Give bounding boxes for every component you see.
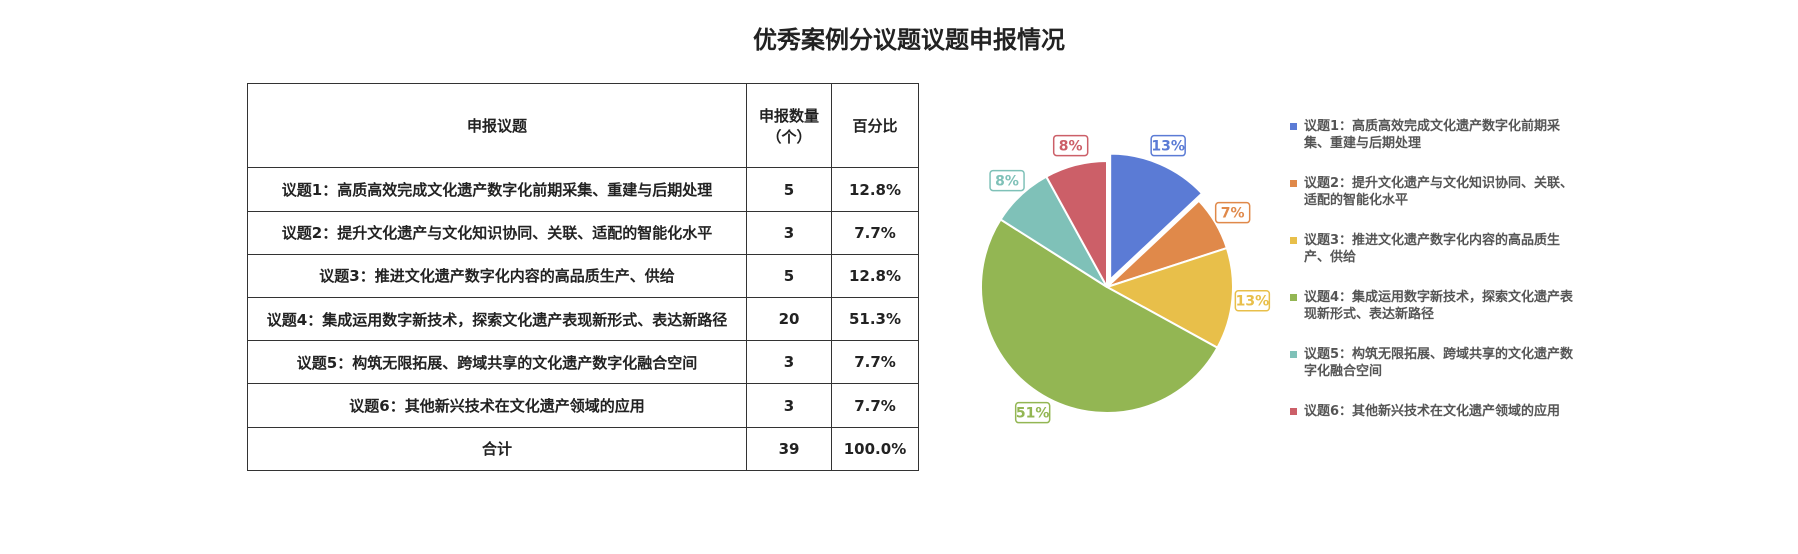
table-cell: 议题4：集成运用数字新技术，探索文化遗产表现新形式、表达新路径 <box>247 297 747 342</box>
table-cell: 20 <box>746 297 832 342</box>
data-label: 7% <box>1221 206 1245 222</box>
table-row: 议题5：构筑无限拓展、跨域共享的文化遗产数字化融合空间 3 7.7% <box>247 340 919 385</box>
table-cell: 100.0% <box>831 426 919 472</box>
legend-label: 议题4：集成运用数字新技术，探索文化遗产表现新形式、表达新路径 <box>1304 290 1574 322</box>
table-row: 合计 39 100.0% <box>247 426 919 472</box>
table-cell: 议题6：其他新兴技术在文化遗产领域的应用 <box>247 383 747 428</box>
table-cell: 合计 <box>247 426 747 472</box>
legend-item: 议题4：集成运用数字新技术，探索文化遗产表现新形式、表达新路径 <box>1290 289 1574 323</box>
pie-slice <box>1104 246 1234 350</box>
legend-item: 议题2：提升文化遗产与文化知识协同、关联、适配的智能化水平 <box>1290 175 1574 209</box>
table-cell: 5 <box>746 253 832 299</box>
table-cell: 议题3：推进文化遗产数字化内容的高品质生产、供给 <box>247 253 747 299</box>
table-cell: 5 <box>746 167 832 212</box>
table-row: 议题3：推进文化遗产数字化内容的高品质生产、供给 5 12.8% <box>247 253 919 299</box>
legend-swatch <box>1290 237 1297 244</box>
table-cell: 议题5：构筑无限拓展、跨域共享的文化遗产数字化融合空间 <box>247 340 747 385</box>
legend-swatch <box>1290 123 1297 130</box>
legend-label: 议题2：提升文化遗产与文化知识协同、关联、适配的智能化水平 <box>1304 176 1574 208</box>
table-cell: 39 <box>746 426 832 472</box>
legend-swatch <box>1290 408 1297 415</box>
legend-label: 议题5：构筑无限拓展、跨域共享的文化遗产数字化融合空间 <box>1304 347 1574 379</box>
label-box <box>1214 201 1251 224</box>
header-cell: 百分比 <box>831 82 919 169</box>
legend-item: 议题3：推进文化遗产数字化内容的高品质生产、供给 <box>1290 232 1574 266</box>
page-title: 优秀案例分议题议题申报情况 <box>753 26 1065 54</box>
table-cell: 3 <box>746 340 832 385</box>
label-box <box>1014 401 1051 424</box>
table-row: 议题1：高质高效完成文化遗产数字化前期采集、重建与后期处理 5 12.8% <box>247 167 919 212</box>
legend-item: 议题5：构筑无限拓展、跨域共享的文化遗产数字化融合空间 <box>1290 346 1574 380</box>
label-box <box>1052 134 1089 157</box>
table: 申报议题 申报数量（个） 百分比 议题1：高质高效完成文化遗产数字化前期采集、重建与后… <box>247 82 919 472</box>
table-cell: 7.7% <box>831 210 919 255</box>
data-label: 51% <box>1016 406 1050 422</box>
table-cell: 议题2：提升文化遗产与文化知识协同、关联、适配的智能化水平 <box>247 210 747 255</box>
header-row: 申报议题 申报数量（个） 百分比 <box>247 82 919 169</box>
label-box <box>1150 134 1186 157</box>
header-cell: 申报议题 <box>247 82 747 169</box>
pie-slice <box>1044 159 1108 288</box>
data-label: 8% <box>995 174 1019 190</box>
table-cell: 12.8% <box>831 167 919 212</box>
label-box <box>1234 289 1271 312</box>
legend-swatch <box>1290 180 1297 187</box>
table-cell: 议题1：高质高效完成文化遗产数字化前期采集、重建与后期处理 <box>247 167 747 212</box>
legend-label: 议题3：推进文化遗产数字化内容的高品质生产、供给 <box>1304 233 1561 265</box>
header-cell: 申报数量（个） <box>746 82 832 169</box>
data-label: 8% <box>1059 139 1083 155</box>
table-cell: 51.3% <box>831 297 919 342</box>
legend-label: 议题6：其他新兴技术在文化遗产领域的应用 <box>1304 404 1561 419</box>
table-cell: 3 <box>746 210 832 255</box>
label-box <box>989 169 1025 192</box>
legend-item: 议题6：其他新兴技术在文化遗产领域的应用 <box>1290 403 1574 420</box>
legend-swatch <box>1290 351 1297 358</box>
table-cell: 3 <box>746 383 832 428</box>
data-label: 13% <box>1236 294 1270 310</box>
legend-item: 议题1：高质高效完成文化遗产数字化前期采集、重建与后期处理 <box>1290 118 1574 152</box>
table-row: 议题2：提升文化遗产与文化知识协同、关联、适配的智能化水平 3 7.7% <box>247 210 919 255</box>
pie-slice <box>980 218 1219 414</box>
table-cell: 7.7% <box>831 383 919 428</box>
legend-swatch <box>1290 294 1297 301</box>
table-row: 议题4：集成运用数字新技术，探索文化遗产表现新形式、表达新路径 20 51.3% <box>247 297 919 342</box>
data-label: 13% <box>1151 139 1185 155</box>
table-cell: 12.8% <box>831 253 919 299</box>
table-row: 议题6：其他新兴技术在文化遗产领域的应用 3 7.7% <box>247 383 919 428</box>
legend-label: 议题1：高质高效完成文化遗产数字化前期采集、重建与后期处理 <box>1304 119 1561 151</box>
table-cell: 7.7% <box>831 340 919 385</box>
pie-chart: 13% 7% 13% 51% 8% 8% <box>980 134 1271 424</box>
pie-slice <box>1109 152 1204 282</box>
